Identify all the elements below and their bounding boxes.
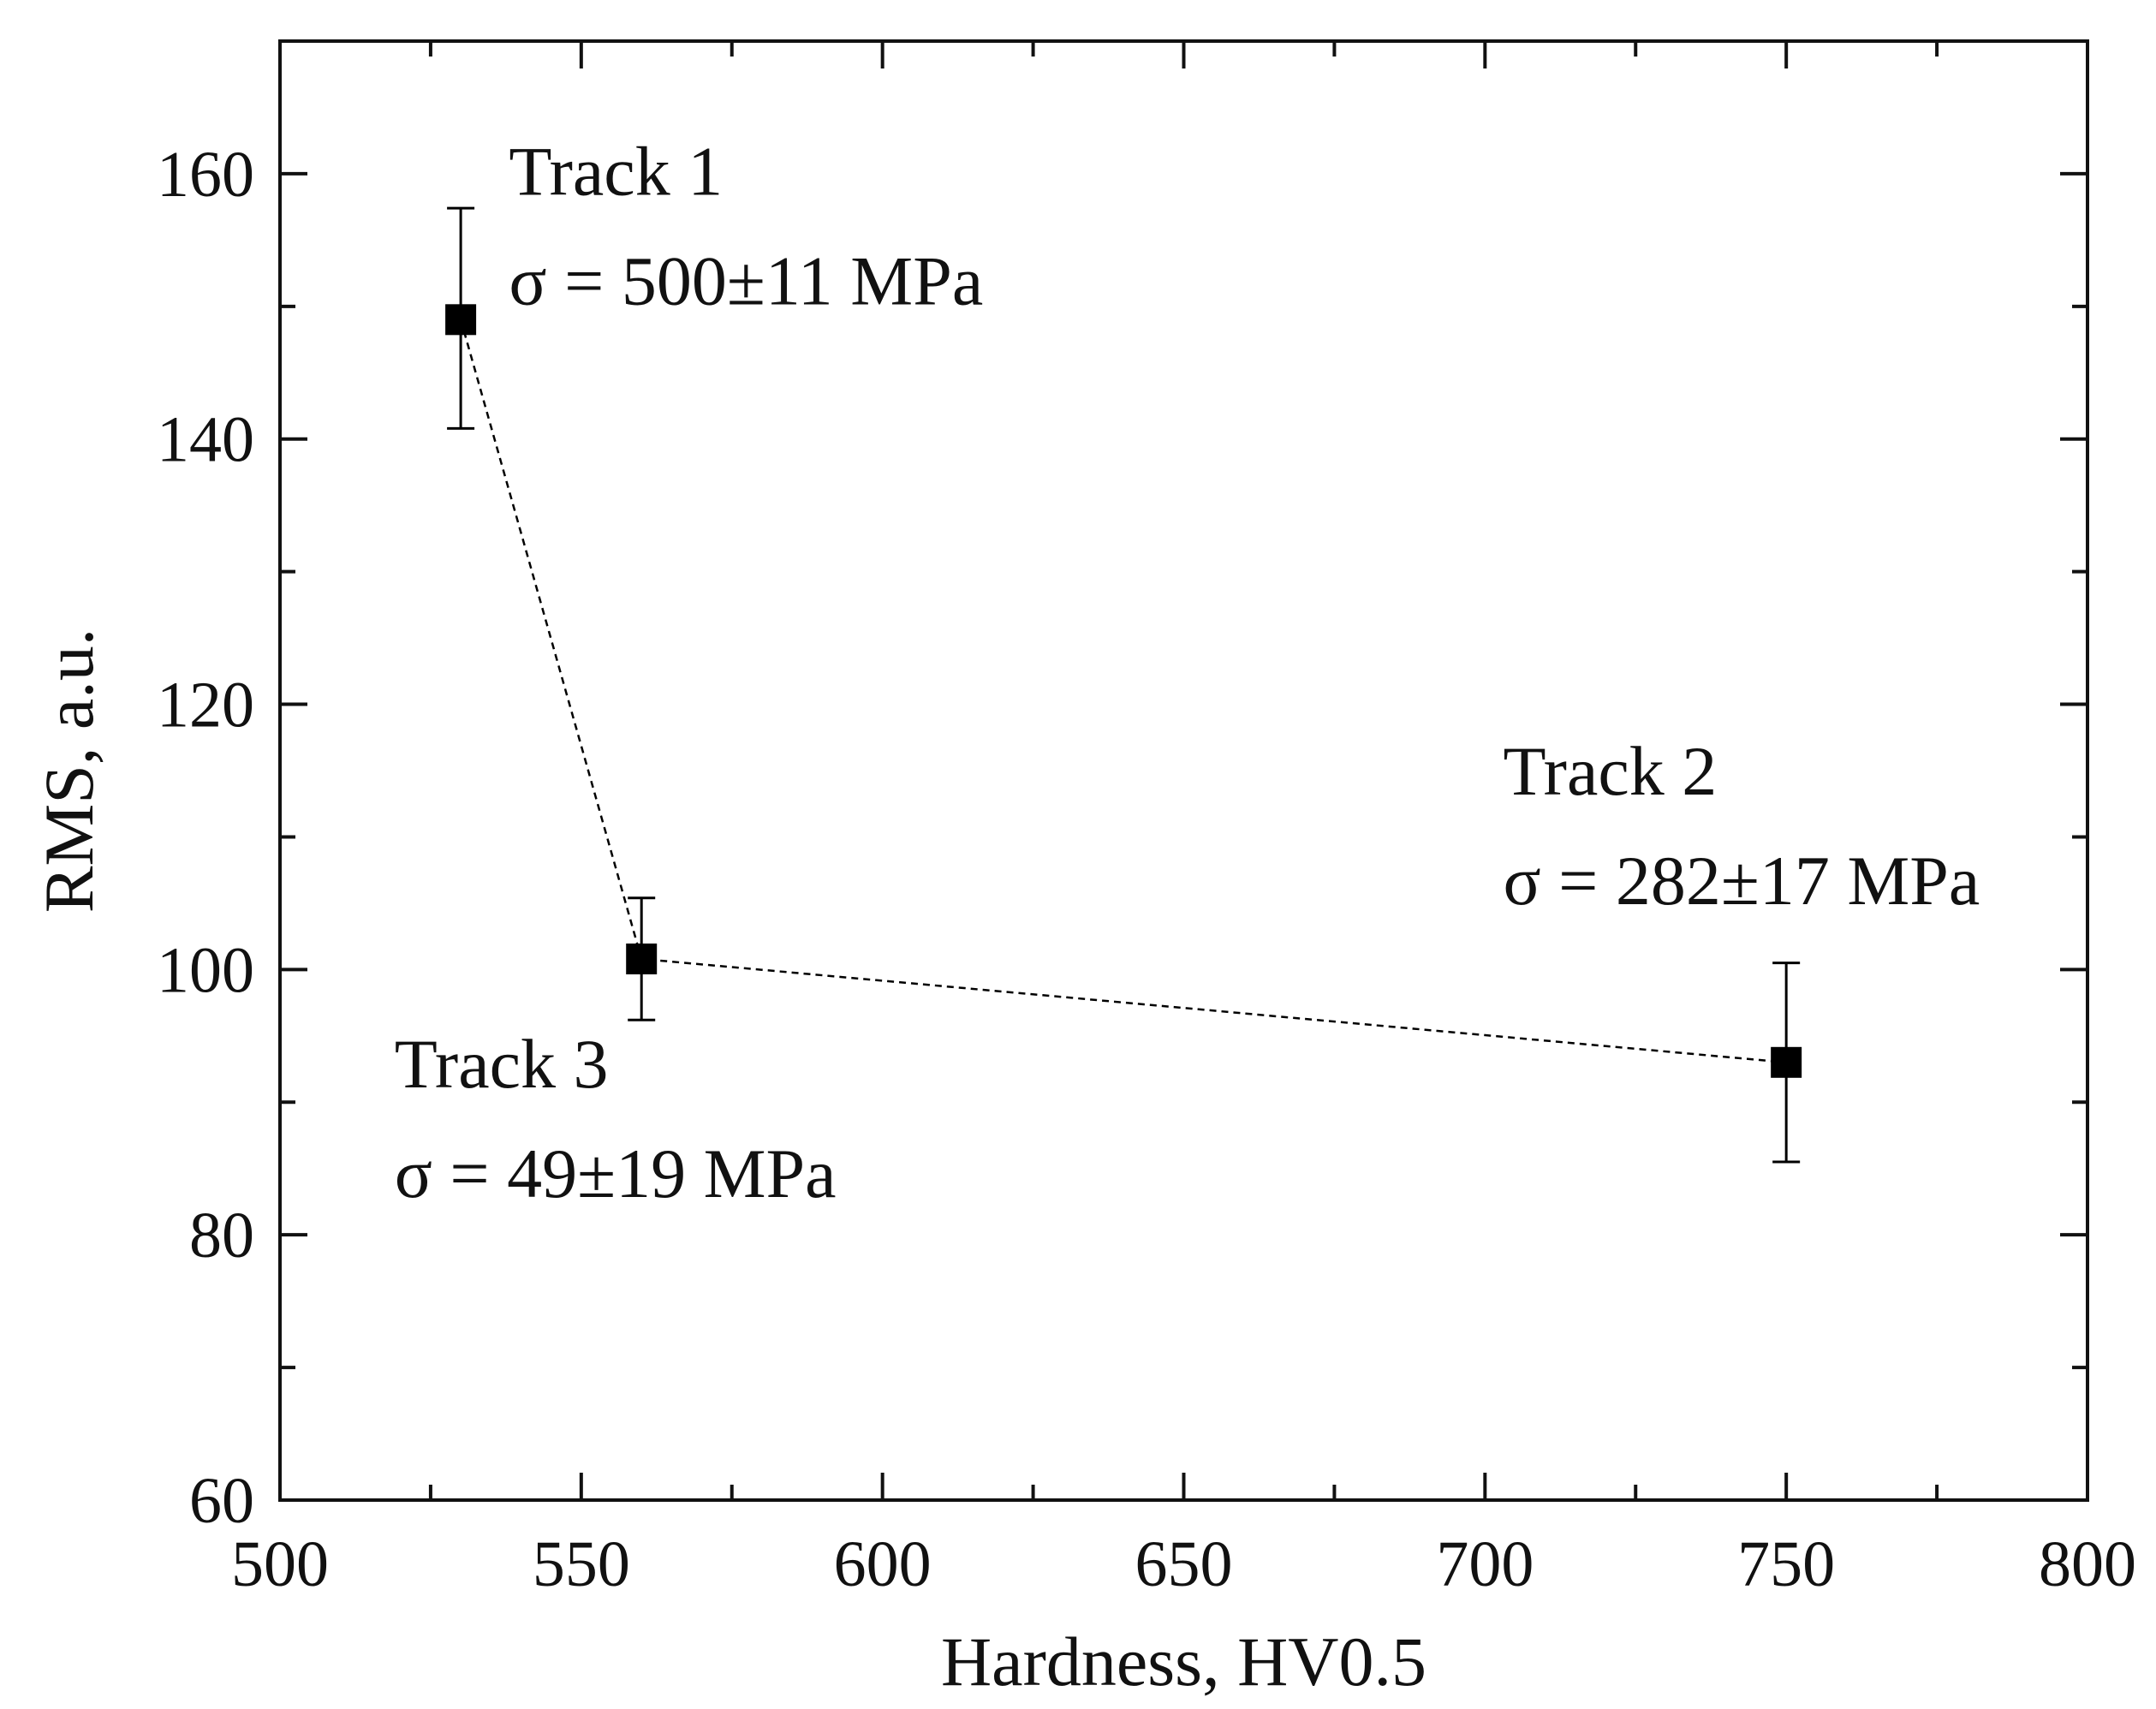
- x-tick-label: 800: [2039, 1528, 2136, 1600]
- y-tick-label: 140: [157, 404, 254, 476]
- y-tick-label: 60: [189, 1465, 254, 1537]
- x-tick-label: 600: [834, 1528, 932, 1600]
- y-tick-label: 160: [157, 139, 254, 211]
- y-axis-title: RMS, a.u.: [30, 628, 108, 914]
- annotation-track-title: Track 2: [1503, 732, 1717, 810]
- x-tick-label: 650: [1135, 1528, 1233, 1600]
- y-tick-label: 100: [157, 934, 254, 1006]
- y-tick-label: 120: [157, 670, 254, 741]
- plot-frame: [278, 39, 2089, 1502]
- data-series: [445, 206, 1802, 1164]
- x-tick-label: 750: [1737, 1528, 1835, 1600]
- data-point-marker: [445, 304, 477, 336]
- x-tick-label: 700: [1436, 1528, 1534, 1600]
- x-axis-title: Hardness, HV0.5: [941, 1623, 1426, 1700]
- annotation-stress: σ = 282±17 MPa: [1503, 842, 1980, 920]
- data-point-marker: [626, 943, 658, 974]
- x-tick-label: 550: [533, 1528, 630, 1600]
- annotations: Track 1 σ = 500±11 MPa Track 3 σ = 49±19 MP…: [395, 133, 1980, 1213]
- annotation-stress: σ = 500±11 MPa: [509, 242, 983, 320]
- data-point-marker: [1771, 1046, 1802, 1078]
- annotation-stress: σ = 49±19 MPa: [395, 1134, 837, 1212]
- annotation-track-title: Track 1: [509, 133, 723, 211]
- tick-labels: 500 550 600 650 700 750 800 60 80 100 120 140 160: [157, 139, 2136, 1600]
- x-tick-label: 500: [231, 1528, 329, 1600]
- annotation-track-title: Track 3: [395, 1025, 609, 1103]
- axis-ticks: [278, 41, 2089, 1502]
- y-tick-label: 80: [189, 1200, 254, 1271]
